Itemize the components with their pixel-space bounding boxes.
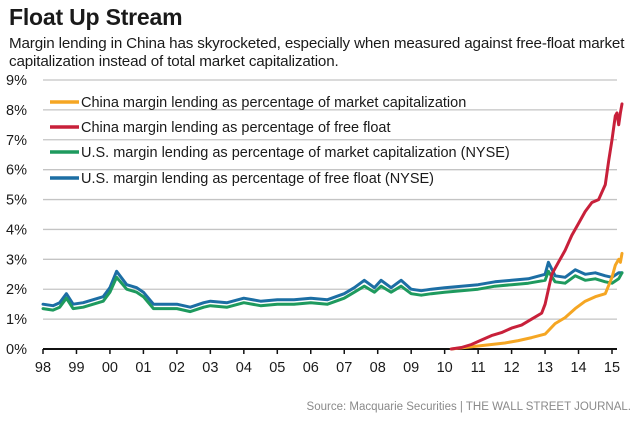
x-tick-label: 09 <box>403 360 419 376</box>
y-tick-label: 9% <box>6 73 27 89</box>
source-credit: Source: Macquarie Securities | THE WALL … <box>306 401 631 413</box>
x-tick-label: 00 <box>102 360 118 376</box>
legend-label: China margin lending as percentage of ma… <box>81 95 466 111</box>
legend: China margin lending as percentage of ma… <box>50 95 510 187</box>
series-lines <box>41 102 624 351</box>
x-tick-label: 08 <box>370 360 386 376</box>
x-axis: 98 99 00 01 02 03 04 05 06 07 08 09 10 11 12 13 14 15 <box>35 348 620 376</box>
x-tick-label: 03 <box>202 360 218 376</box>
series-line-0 <box>449 251 624 351</box>
x-tick-label: 98 <box>35 360 51 376</box>
x-tick-label: 02 <box>169 360 185 376</box>
legend-label: China margin lending as percentage of fr… <box>81 120 391 136</box>
series-line-3 <box>41 260 624 309</box>
legend-label: U.S. margin lending as percentage of mar… <box>81 145 510 161</box>
x-tick-label: 12 <box>504 360 520 376</box>
series-line-1 <box>449 102 624 351</box>
x-tick-label: 15 <box>604 360 620 376</box>
x-tick-label: 07 <box>336 360 352 376</box>
legend-label: U.S. margin lending as percentage of fre… <box>81 171 434 187</box>
gridlines <box>43 79 617 320</box>
chart-subtitle: Margin lending in China has skyrocketed,… <box>9 35 625 70</box>
x-tick-label: 13 <box>537 360 553 376</box>
x-tick-label: 06 <box>303 360 319 376</box>
y-tick-label: 3% <box>6 252 27 268</box>
x-tick-label: 10 <box>437 360 453 376</box>
y-tick-label: 5% <box>6 193 27 209</box>
y-axis-ticks: 0% 1% 2% 3% 4% 5% 6% 7% 8% 9% <box>6 73 27 358</box>
x-tick-label: 01 <box>135 360 151 376</box>
y-tick-label: 4% <box>6 222 27 238</box>
x-tick-label: 14 <box>570 360 586 376</box>
x-tick-label: 99 <box>68 360 84 376</box>
x-tick-label: 05 <box>269 360 285 376</box>
x-tick-label: 04 <box>236 360 252 376</box>
chart-title: Float Up Stream <box>9 4 183 30</box>
y-tick-label: 7% <box>6 133 27 149</box>
y-tick-label: 2% <box>6 282 27 298</box>
y-tick-label: 8% <box>6 103 27 119</box>
x-tick-label: 11 <box>471 360 486 376</box>
y-tick-label: 0% <box>6 342 27 358</box>
y-tick-label: 6% <box>6 163 27 179</box>
y-tick-label: 1% <box>6 312 27 328</box>
